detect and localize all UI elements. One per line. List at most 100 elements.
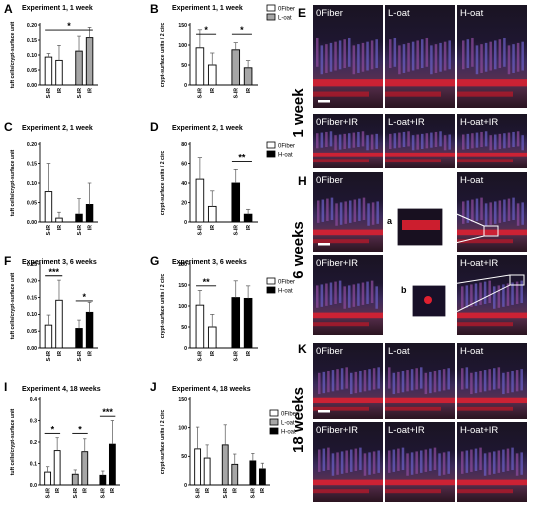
x-tick-label: S-IR — [198, 225, 204, 236]
legend-entry: 0Fiber — [278, 144, 295, 150]
crypt-mark — [497, 450, 501, 473]
micrograph-tile: L-oat — [385, 343, 455, 419]
crypt-mark — [515, 281, 519, 304]
crypt-mark — [393, 37, 397, 67]
x-tick-label: IR — [55, 488, 61, 493]
panel-label: F — [4, 254, 11, 268]
inset-connector — [445, 274, 511, 286]
crypt-mark — [377, 367, 380, 389]
x-tick-label: S-IR — [195, 488, 201, 499]
y-tick-label: 0.20 — [27, 279, 37, 285]
crypt-mark — [325, 44, 328, 73]
y-tick-label: 20 — [181, 200, 187, 206]
crypt-mark — [471, 37, 474, 67]
crypt-mark — [320, 284, 324, 307]
crypt-mark — [377, 450, 380, 473]
bar-ir — [258, 468, 266, 486]
legend-swatch — [266, 141, 276, 149]
crypt-mark — [325, 131, 328, 148]
muscle-band — [313, 159, 369, 163]
crypt-mark — [316, 285, 319, 308]
tile-label: L-oat — [388, 346, 410, 357]
muscle-band — [313, 479, 383, 486]
significance-label: ** — [203, 277, 211, 287]
crypt-mark — [361, 131, 365, 147]
crypt-mark — [462, 201, 465, 224]
crypt-mark — [345, 450, 348, 473]
crypt-mark — [354, 448, 358, 471]
crypt-mark — [421, 133, 424, 149]
crypt-mark — [370, 40, 374, 70]
y-tick-label: 200 — [178, 262, 187, 268]
crypt-mark — [359, 370, 362, 393]
scale-bar — [318, 100, 330, 103]
panel-label: I — [4, 380, 7, 394]
crypt-mark — [415, 368, 418, 390]
muscle-band — [457, 159, 513, 163]
muscle-band — [457, 322, 513, 327]
tile-label: H-oat — [460, 346, 484, 357]
crypt-mark — [506, 283, 510, 306]
crypt-mark — [512, 131, 515, 148]
crypt-mark — [494, 201, 497, 224]
crypt-mark — [507, 198, 511, 221]
crypt-mark — [511, 282, 514, 305]
tile-background — [457, 255, 527, 335]
crypt-mark — [334, 281, 337, 304]
crypt-mark — [434, 44, 438, 73]
panel-label: C — [4, 120, 13, 134]
crypt-mark — [497, 285, 501, 308]
crypt-mark — [466, 39, 470, 69]
tile-background — [385, 114, 455, 168]
crypt-mark — [520, 280, 523, 303]
crypt-mark — [334, 41, 337, 71]
x-tick-label: IR — [233, 488, 239, 493]
crypt-mark — [398, 45, 401, 75]
y-tick-label: 50 — [181, 325, 187, 331]
crypt-mark — [502, 372, 505, 395]
y-tick-label: 150 — [178, 283, 187, 289]
crypt-mark — [370, 280, 374, 303]
crypt-mark — [503, 133, 506, 149]
crypt-mark — [321, 199, 325, 222]
tile-background — [457, 422, 527, 502]
muscle-band — [385, 79, 455, 87]
panel-label: H — [298, 174, 307, 188]
chart-panel-D: D Experiment 2, 1 week crypt-surface units… — [150, 120, 295, 235]
x-tick-label: IR — [246, 88, 252, 93]
inset-label: a — [387, 216, 393, 226]
crypt-mark — [388, 450, 391, 473]
crypt-mark — [447, 451, 450, 474]
crypt-mark — [520, 452, 523, 475]
crypt-mark — [350, 449, 353, 472]
x-tick-label: IR — [87, 225, 93, 230]
crypt-mark — [326, 198, 329, 221]
legend-swatch — [266, 277, 276, 285]
crypt-mark — [348, 285, 351, 308]
muscle-band — [385, 489, 441, 494]
crypt-mark — [407, 42, 410, 72]
y-tick-label: 0.4 — [30, 397, 37, 403]
crypt-mark — [358, 198, 361, 221]
micrograph-tile: 0Fiber+IR — [313, 255, 383, 335]
crypt-mark — [407, 131, 410, 147]
crypt-mark — [334, 135, 337, 151]
x-tick-label: IR — [57, 88, 63, 93]
crypt-mark — [376, 201, 379, 224]
charts-layer: A Experiment 1, 1 week tuft cells/crypt-su… — [4, 2, 298, 498]
bar-s-ir — [71, 473, 79, 486]
significance-label: *** — [102, 407, 113, 417]
bar-ir — [85, 37, 94, 86]
x-tick-label: S-IR — [251, 488, 257, 499]
bar-ir — [231, 463, 239, 486]
micrograph-tile: 0Fiber — [313, 5, 383, 108]
crypt-mark — [511, 447, 514, 470]
crypt-mark — [375, 286, 378, 309]
crypt-mark — [493, 451, 496, 474]
crypt-mark — [479, 370, 482, 393]
muscle-band — [457, 397, 527, 404]
crypt-mark — [429, 371, 432, 394]
muscle-band — [313, 312, 383, 319]
micrograph-tile: L-oat — [385, 5, 455, 108]
crypt-mark — [521, 202, 524, 225]
